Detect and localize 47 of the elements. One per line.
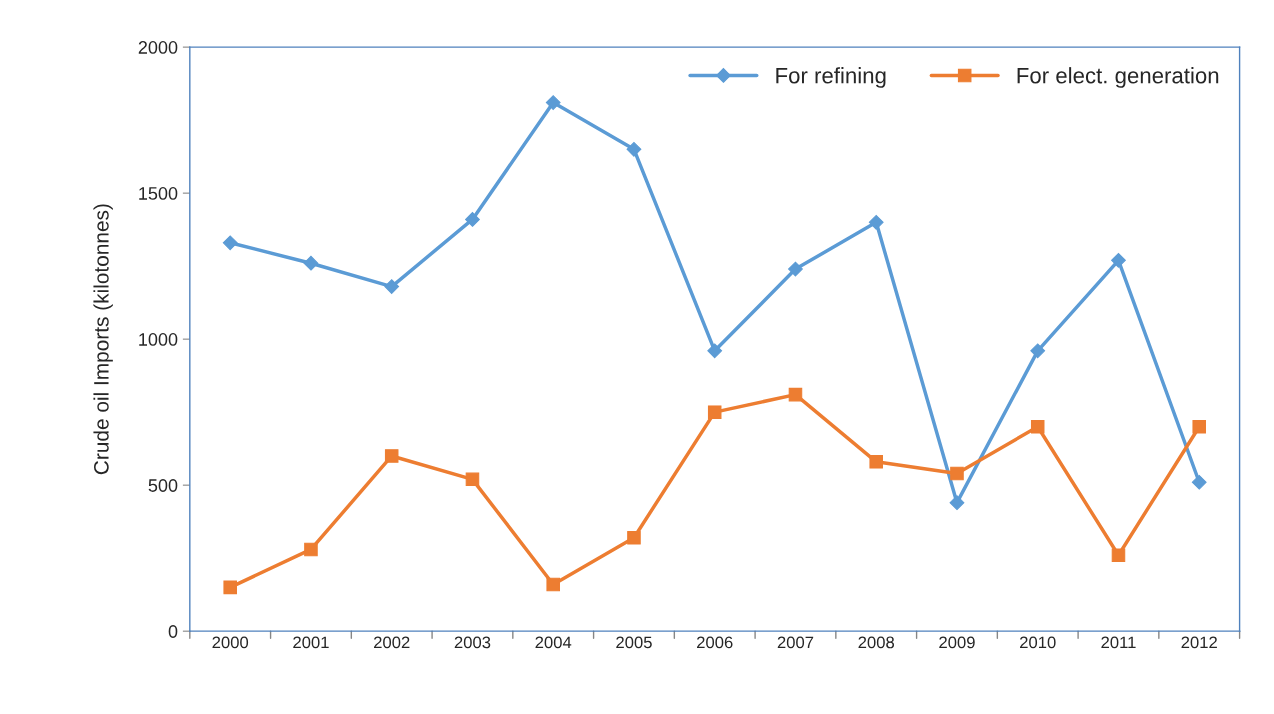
legend-label: For elect. generation [1017,67,1219,88]
point [869,455,883,469]
point [1030,343,1046,359]
x-tick-label: 2010 [1020,636,1056,649]
point [949,495,965,511]
point [868,214,884,230]
x-tick-label: 2003 [454,636,491,649]
point [303,255,319,271]
point [545,95,561,110]
point [384,279,400,294]
point [546,577,560,592]
point [384,449,399,463]
y-tick-label: 0 [168,625,178,638]
point [707,343,723,359]
point [1111,548,1126,563]
point [707,405,722,419]
point [304,542,318,557]
y-tick-label: 1000 [139,333,178,346]
point [788,261,803,277]
x-tick-label: 2007 [777,636,814,649]
y-axis-title: Crude oil Imports (kilotonnes) [93,204,113,475]
point [626,141,642,157]
y-tick-label: 500 [148,479,178,492]
x-tick-label: 2004 [535,636,572,649]
y-tick-label: 2000 [138,41,178,54]
point [1030,419,1045,434]
x-tick-label: 2008 [858,636,895,649]
x-tick-label: 2001 [293,636,329,649]
x-tick-label: 2000 [212,636,249,649]
point [223,580,237,595]
x-tick-label: 2002 [374,636,410,649]
point [1111,252,1126,268]
x-tick-label: 2005 [616,636,652,649]
y-tick-label: 1500 [139,187,178,200]
x-tick-label: 2011 [1101,636,1136,649]
point [627,530,641,545]
point [1192,419,1206,434]
x-tick-label: 2006 [697,636,733,649]
point [950,466,964,481]
point [222,235,238,251]
point [465,472,480,487]
x-tick-label: 2012 [1181,636,1217,649]
legend-label: For refining [776,67,886,88]
point [788,387,803,402]
point [465,212,480,227]
point [1191,474,1207,490]
x-tick-label: 2009 [939,636,975,649]
